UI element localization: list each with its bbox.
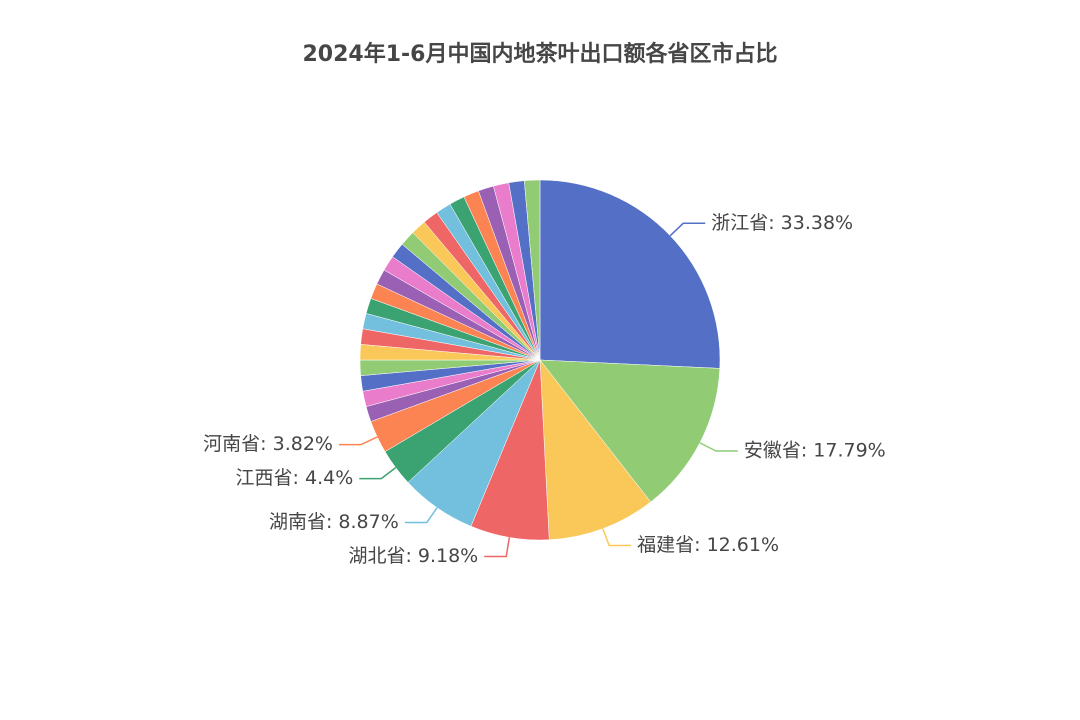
data-label: 浙江省: 33.38% — [711, 212, 853, 234]
data-label: 湖北省: 9.18% — [348, 545, 478, 567]
data-label: 河南省: 3.82% — [203, 433, 333, 455]
pie-slice — [524, 179, 541, 361]
label-line — [669, 222, 706, 237]
pie-slice — [539, 359, 652, 541]
pie-slice — [539, 179, 721, 369]
label-line — [602, 528, 632, 547]
label-line — [404, 507, 438, 524]
data-label: 福建省: 12.61% — [637, 534, 779, 556]
label-line — [359, 467, 397, 480]
chart-title: 2024年1-6月中国内地茶叶出口额各省区市占比 — [303, 41, 778, 67]
label-line — [338, 436, 378, 446]
data-label: 湖南省: 8.87% — [269, 511, 399, 533]
data-label: 安徽省: 17.79% — [744, 440, 886, 462]
label-line — [484, 537, 511, 558]
label-line — [699, 442, 738, 452]
data-label: 江西省: 4.4% — [236, 467, 354, 489]
